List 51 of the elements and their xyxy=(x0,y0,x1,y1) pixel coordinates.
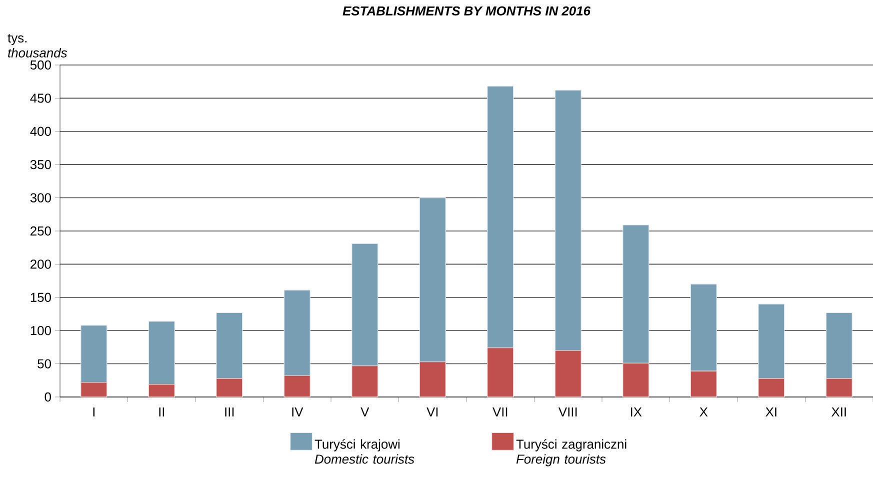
bar xyxy=(554,350,582,398)
legend-label: Turyści zagraniczni Foreign tourists xyxy=(516,439,626,466)
bar xyxy=(419,197,446,362)
x-tick-label: II xyxy=(159,408,164,416)
bar xyxy=(216,312,243,379)
y-axis-title: tys. thousands xyxy=(8,34,68,58)
bar xyxy=(622,224,650,364)
x-tick-label: XII xyxy=(832,408,846,416)
y-tick-label: 500 xyxy=(30,60,51,70)
bar xyxy=(419,361,446,398)
y-tick-label: 250 xyxy=(30,226,51,236)
x-tick-label: XI xyxy=(766,408,776,416)
bar xyxy=(758,378,785,398)
y-tick-label: 400 xyxy=(30,126,51,136)
bar xyxy=(148,384,175,398)
y-tick-label: 350 xyxy=(30,160,51,170)
y-tick-label: 100 xyxy=(30,326,51,336)
x-tick-label: IX xyxy=(630,408,642,416)
x-tick-label: I xyxy=(93,408,94,416)
y-tick-label: 200 xyxy=(30,260,51,269)
bar xyxy=(690,284,717,372)
y-tick-label: 300 xyxy=(30,193,51,202)
x-tick-label: VIII xyxy=(558,408,577,416)
x-tick-label: VI xyxy=(426,408,438,416)
y-tick-label: 0 xyxy=(44,392,51,402)
bar xyxy=(826,378,852,398)
x-tick-label: V xyxy=(360,408,370,416)
bar xyxy=(487,348,514,398)
bar xyxy=(352,365,378,398)
bar xyxy=(690,370,717,398)
bar xyxy=(352,243,378,366)
bar xyxy=(487,86,514,348)
x-tick-label: X xyxy=(700,408,708,416)
x-tick-label: IV xyxy=(292,408,304,416)
y-tick-label: 150 xyxy=(30,292,51,302)
bar xyxy=(554,90,582,351)
chart-title: ESTABLISHMENTS BY MONTHS IN 2016 xyxy=(342,6,591,16)
y-tick-label: 450 xyxy=(30,94,51,103)
bar xyxy=(80,324,108,383)
y-tick-label: 50 xyxy=(38,359,51,368)
bar xyxy=(284,375,310,398)
bar xyxy=(216,378,243,398)
bar xyxy=(80,382,108,398)
bar xyxy=(148,320,175,385)
bar xyxy=(826,312,852,379)
bar xyxy=(284,290,310,376)
x-tick-label: VII xyxy=(492,408,508,416)
legend-label: Turyści krajowi Domestic tourists xyxy=(314,439,414,464)
bar xyxy=(758,304,785,379)
bar xyxy=(622,362,650,398)
x-tick-label: III xyxy=(225,408,234,416)
